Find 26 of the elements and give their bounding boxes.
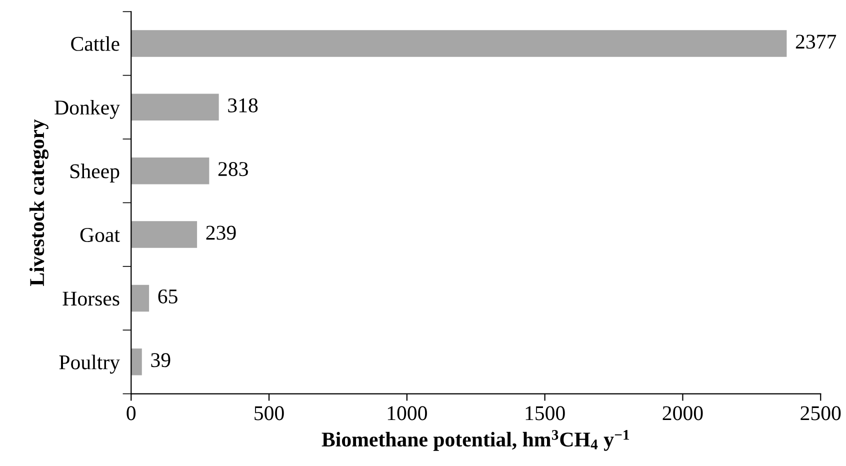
x-tick-label: 0 (126, 406, 136, 420)
data-label: 39 (151, 353, 170, 368)
x-tick-label: 1500 (526, 406, 565, 420)
x-tick-label: 2000 (662, 406, 703, 420)
data-label: 2377 (796, 34, 836, 49)
bar (131, 284, 150, 312)
y-tick-label: Sheep (70, 164, 120, 183)
bar (131, 30, 787, 57)
y-axis-title: Livestock category (29, 119, 49, 286)
x-tick-label: 500 (254, 406, 284, 420)
y-tick-label: Poultry (59, 354, 120, 374)
data-label: 283 (218, 162, 248, 176)
x-tick-label: 1000 (388, 406, 427, 420)
bar (131, 348, 142, 376)
data-label: 239 (206, 226, 236, 240)
bar (131, 157, 210, 184)
data-label: 318 (228, 98, 258, 112)
bar (131, 94, 219, 121)
y-tick-label: Goat (80, 228, 120, 242)
y-tick-label: Cattle (71, 36, 120, 51)
data-label: 65 (158, 289, 178, 304)
x-axis-title: Biomethane potential, hm$^{3}$CH$_{4}$ y$^{−1}$ (322, 430, 630, 451)
bar (131, 221, 198, 248)
y-tick-label: Donkey (54, 100, 120, 119)
x-tick-label: 2500 (800, 406, 841, 420)
y-tick-label: Horses (62, 292, 120, 306)
